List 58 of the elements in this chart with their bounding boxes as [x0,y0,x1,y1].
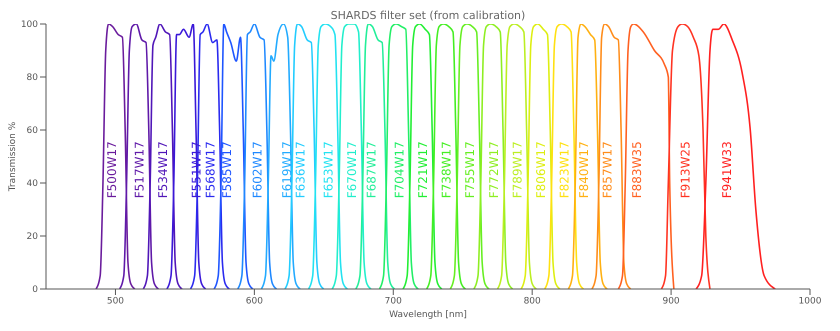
y-tick-label: 20 [26,232,38,242]
y-tick-label: 100 [20,20,38,30]
text: F619W17 [280,141,294,198]
text: F653W17 [321,141,336,198]
text: F568W17 [203,141,218,198]
y-axis-title: Transmission % [8,121,18,192]
line-series [660,24,711,289]
text: F806W17 [534,141,548,198]
x-axis-title: Wavelength [nm] [389,310,467,320]
y-tick-label: 40 [26,179,38,190]
text: F823W17 [558,141,572,198]
line-series [496,24,538,289]
line-series [354,24,396,289]
text: F704W17 [392,141,406,198]
line-series [378,24,420,289]
text: F789W17 [510,141,524,198]
line-series [449,24,490,289]
line-series [284,24,325,289]
line-series [695,24,776,289]
line-series [402,24,443,289]
line-series [190,24,230,289]
text: F670W17 [345,141,360,198]
line-series [166,24,207,289]
text: F883W35 [630,141,644,198]
line-series [473,24,514,289]
line-series [426,24,466,289]
x-tick-label: 800 [524,296,542,306]
y-tick-label: 60 [26,126,38,136]
text: F772W17 [486,141,501,198]
x-tick-label: 700 [384,296,402,306]
text: F755W17 [463,141,478,198]
text: F840W17 [577,141,592,198]
text: F534W17 [156,141,170,198]
text: F941W33 [720,141,734,198]
line-series [308,24,348,289]
text: F738W17 [440,141,454,198]
line-series [142,24,183,289]
text: F500W17 [104,141,119,198]
line-series [618,24,675,289]
text: F687W17 [364,141,379,198]
x-tick-label: 1000 [798,296,822,306]
text: F585W17 [220,141,234,198]
text: F517W17 [132,141,147,198]
line-series [591,24,632,289]
text: F857W17 [600,141,615,198]
line-series [520,24,561,289]
x-tick-label: 600 [246,296,264,306]
x-tick-label: 500 [106,296,124,306]
y-tick-label: 0 [32,285,38,296]
text: F913W25 [678,141,692,198]
line-series [213,24,254,289]
line-series [236,24,278,289]
y-tick-label: 80 [26,73,38,84]
text: F602W17 [250,141,265,198]
chart-title: SHARDS filter set (from calibration) [330,9,526,22]
text: F636W17 [294,141,308,198]
x-tick-label: 900 [662,296,680,306]
text: F721W17 [416,141,430,198]
